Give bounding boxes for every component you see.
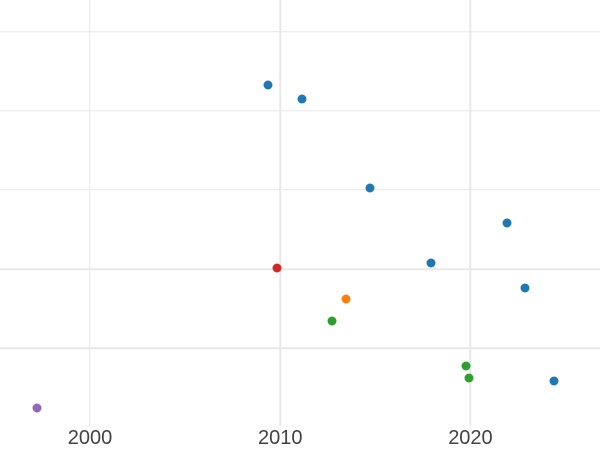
- data-point-blue: [297, 94, 307, 104]
- gridline-horizontal: [0, 268, 600, 270]
- data-point-blue: [502, 218, 512, 228]
- gridline-vertical: [279, 0, 281, 426]
- gridline-horizontal: [0, 110, 600, 112]
- x-tick-label: 2020: [448, 427, 493, 449]
- gridline-horizontal: [0, 347, 600, 349]
- gridline-horizontal: [0, 30, 600, 33]
- gridline-horizontal: [0, 189, 600, 191]
- data-point-blue: [549, 376, 559, 386]
- gridline-vertical: [469, 0, 472, 426]
- data-point-blue: [263, 80, 273, 90]
- data-point-green: [464, 373, 474, 383]
- data-point-blue: [520, 283, 530, 293]
- x-tick-label: 2010: [257, 427, 303, 449]
- plot-area: [0, 0, 600, 426]
- data-point-purple: [32, 403, 42, 413]
- gridline-vertical: [89, 0, 91, 426]
- data-point-orange: [341, 294, 351, 304]
- x-tick-label: 2000: [67, 427, 113, 449]
- data-point-green: [327, 316, 337, 326]
- data-point-red: [272, 263, 282, 273]
- data-point-blue: [426, 258, 436, 268]
- data-point-green: [461, 361, 471, 371]
- data-point-blue: [365, 183, 375, 193]
